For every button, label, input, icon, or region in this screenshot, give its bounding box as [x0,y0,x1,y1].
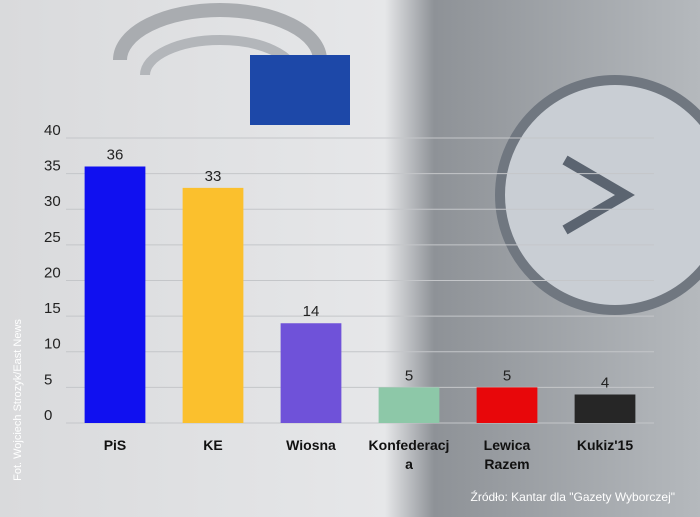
arrow [562,155,635,235]
y-tick-label: 35 [44,158,61,175]
eu-flag [250,55,350,125]
bar [476,387,538,423]
value-label: 5 [503,367,511,384]
y-tick-label: 0 [44,407,52,424]
bar [280,323,342,423]
value-label: 33 [205,168,222,185]
source: Źródło: Kantar dla "Gazety Wyborczej" [471,489,676,504]
y-tick-label: 15 [44,300,61,317]
value-label: 14 [303,303,320,320]
photo-credit: Fot. Wojciech Strozyk/East News [12,319,24,481]
x-tick-label: Konfederacja [368,437,450,472]
bar [84,166,146,423]
y-tick-label: 25 [44,229,61,246]
y-tick-label: 20 [44,264,61,281]
y-tick-label: 10 [44,336,61,353]
bar [378,387,440,423]
bar [574,394,636,423]
logo [113,3,327,61]
x-tick-label: PiS [103,437,127,453]
arrow-sign [495,75,700,315]
value-label: 5 [405,367,413,384]
x-tick-label: Kukiz'15 [576,437,634,453]
x-tick-label: Lewica Razem [483,437,531,472]
value-label: 4 [601,374,609,391]
y-tick-label: 40 [44,122,61,139]
x-tick-label: Wiosna [286,437,336,453]
bar [182,187,244,423]
y-tick-label: 5 [44,371,52,388]
value-label: 36 [107,146,124,163]
y-tick-label: 30 [44,193,61,210]
x-tick-label: KE [203,437,223,453]
